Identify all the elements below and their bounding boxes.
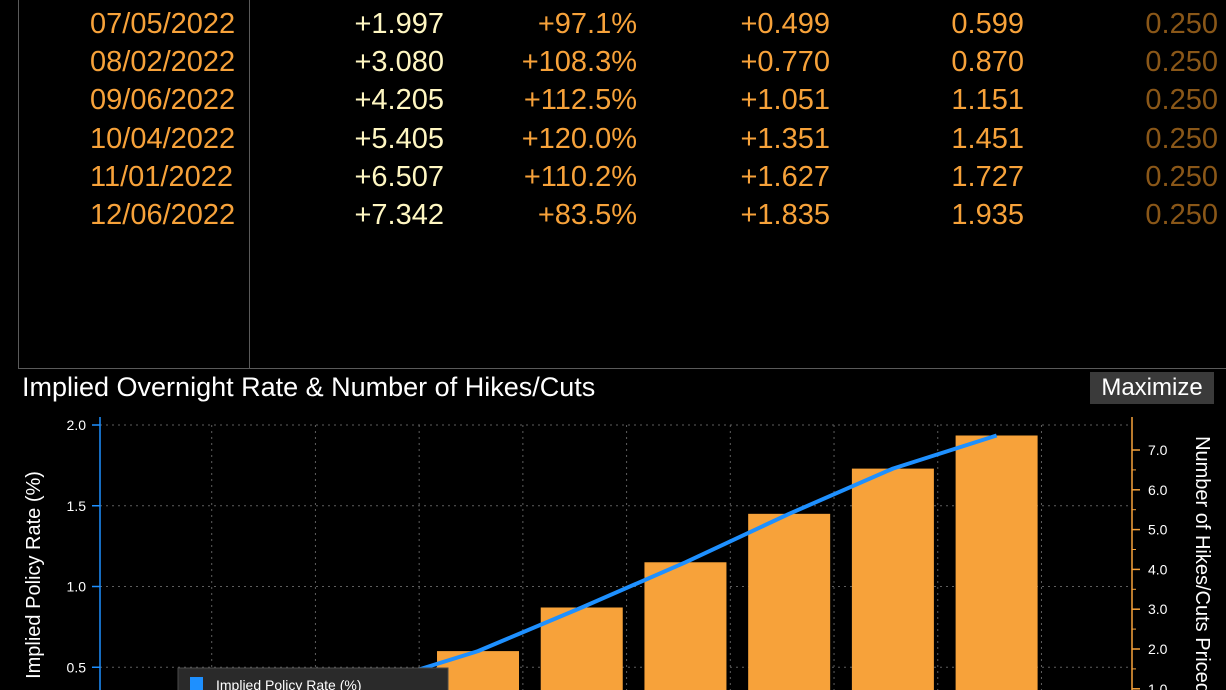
row-implied-rate: 1.151	[951, 84, 1024, 117]
row-date: 08/02/2022	[90, 46, 236, 79]
chart-bar	[851, 468, 934, 690]
legend-box	[177, 667, 449, 690]
row-rate-change: +0.499	[740, 8, 830, 40]
row-date: 07/05/2022	[90, 8, 236, 40]
row-current-rate: 0.250	[1145, 84, 1218, 117]
table-row[interactable]: 12/06/2022 +7.342 +83.5% +1.835 1.935 0.250	[0, 196, 1226, 234]
row-hike-probability: +112.5%	[523, 84, 637, 117]
row-implied-rate: 1.451	[951, 122, 1024, 155]
left-tick-label: 2.0	[67, 417, 87, 433]
row-rate-change: +1.835	[740, 199, 830, 231]
row-implied-rate: 0.870	[951, 46, 1024, 79]
row-current-rate: 0.250	[1145, 160, 1218, 193]
table-row[interactable]: 10/04/2022 +5.405 +120.0% +1.351 1.451 0.250	[0, 120, 1226, 158]
row-implied-rate: 0.599	[951, 8, 1024, 40]
left-axis-title: Implied Policy Rate (%)	[23, 471, 45, 679]
right-tick-label: 5.0	[1148, 522, 1168, 538]
row-hikes-count: +6.507	[354, 160, 444, 193]
row-date: 10/04/2022	[90, 122, 236, 155]
row-current-rate: 0.250	[1145, 122, 1218, 155]
left-tick-label: 1.0	[67, 579, 87, 595]
chart-bar	[644, 562, 727, 690]
row-hikes-count: +4.205	[354, 84, 444, 117]
right-axis-title: Number of Hikes/Cuts Priced	[1191, 436, 1213, 690]
chart-bars	[437, 435, 1038, 690]
table-column-divider	[249, 0, 250, 368]
table-row[interactable]: 08/02/2022 +3.080 +108.3% +0.770 0.870 0.250	[0, 43, 1226, 81]
right-tick-label: 4.0	[1148, 561, 1168, 577]
maximize-button[interactable]: Maximize	[1090, 372, 1214, 404]
right-tick-label: 6.0	[1148, 482, 1168, 498]
row-hike-probability: +120.0%	[521, 122, 637, 155]
row-date: 09/06/2022	[90, 84, 236, 117]
chart-legend: Implied Policy Rate (%)	[177, 667, 449, 690]
right-tick-label: 7.0	[1148, 442, 1168, 458]
row-rate-change: +1.351	[740, 122, 830, 155]
chart-bar	[437, 651, 520, 690]
row-hike-probability: +108.3%	[521, 46, 637, 79]
table-row[interactable]: 09/06/2022 +4.205 +112.5% +1.051 1.151 0.250	[0, 81, 1226, 119]
row-hike-probability: +97.1%	[537, 8, 637, 40]
row-date: 11/01/2022	[90, 160, 233, 193]
row-implied-rate: 1.935	[951, 199, 1024, 231]
right-tick-label: 3.0	[1148, 601, 1168, 617]
row-rate-change: +1.627	[740, 160, 830, 193]
table-row[interactable]: 07/05/2022 +1.997 +97.1% +0.499 0.599 0.250	[0, 5, 1226, 43]
legend-label: Implied Policy Rate (%)	[216, 677, 362, 690]
chart-bar	[955, 435, 1038, 690]
left-tick-label: 1.5	[67, 498, 87, 514]
right-tick-label: 2.0	[1148, 641, 1168, 657]
row-current-rate: 0.250	[1145, 8, 1218, 40]
right-tick-label: 1.0	[1148, 681, 1168, 690]
row-hikes-count: +5.405	[354, 122, 444, 155]
row-rate-change: +0.770	[740, 46, 830, 79]
forward-rates-table	[18, 0, 1226, 369]
left-tick-label: 0.5	[67, 659, 87, 675]
chart-axes: 0.5 1.0 1.5 2.0 1.0 2.0 3.0 4.0 5.0 6.0 7.0 Implied…	[23, 417, 1213, 690]
implied-rate-chart: 0.5 1.0 1.5 2.0 1.0 2.0 3.0 4.0 5.0 6.0 7.0 Implied…	[23, 417, 1213, 690]
legend-swatch	[190, 677, 203, 690]
chart-bar	[540, 607, 623, 690]
row-implied-rate: 1.727	[951, 160, 1024, 193]
chart-bar	[748, 513, 831, 690]
row-hikes-count: +1.997	[354, 8, 444, 40]
row-hike-probability: +110.2%	[523, 160, 637, 193]
row-hike-probability: +83.5%	[537, 199, 637, 231]
chart-title: Implied Overnight Rate & Number of Hikes…	[22, 372, 596, 402]
row-current-rate: 0.250	[1145, 46, 1218, 79]
row-date: 12/06/2022	[90, 199, 236, 231]
row-hikes-count: +7.342	[354, 199, 444, 231]
row-current-rate: 0.250	[1145, 199, 1218, 231]
row-rate-change: +1.051	[740, 84, 830, 117]
table-row[interactable]: 11/01/2022 +6.507 +110.2% +1.627 1.727 0.250	[0, 158, 1226, 196]
row-hikes-count: +3.080	[354, 46, 444, 79]
